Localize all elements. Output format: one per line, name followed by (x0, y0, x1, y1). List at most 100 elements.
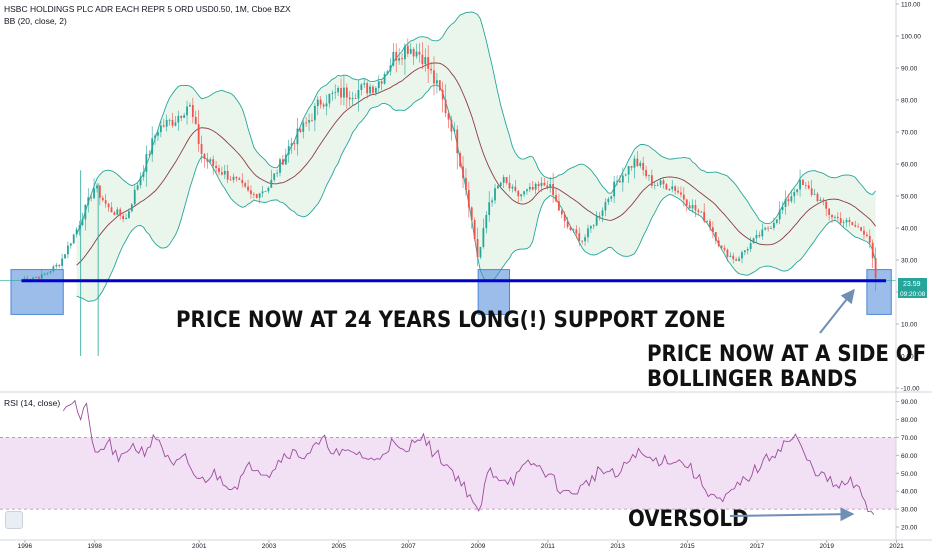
candle-body (427, 57, 430, 69)
candle-body (366, 83, 369, 94)
candle-body (223, 170, 226, 175)
bb-basis (76, 62, 876, 266)
candle-body (497, 185, 499, 189)
price-tick-label: 90.00 (901, 66, 918, 73)
candle-body (729, 255, 732, 257)
rsi-pane (0, 399, 896, 515)
candle-body (334, 92, 337, 94)
candle-body (392, 51, 395, 66)
candle-body (479, 246, 482, 258)
rsi-tick-label: 50.00 (901, 471, 918, 478)
candle-body (706, 221, 708, 222)
candle-body (351, 98, 354, 100)
candle-body (374, 88, 377, 93)
candle-body (520, 194, 523, 197)
candle-body (252, 194, 255, 195)
candle-body (293, 143, 296, 145)
candle-body (584, 237, 586, 242)
tradingview-logo-icon[interactable] (5, 511, 23, 529)
candle-body (653, 185, 656, 186)
candle-body (758, 234, 761, 237)
candle-body (743, 250, 746, 253)
candle-body (386, 71, 389, 74)
price-tick-label: 50.00 (901, 194, 918, 201)
candle-body (40, 274, 43, 279)
candle-body (691, 205, 694, 209)
candle-body (52, 266, 55, 272)
bollinger-arrow (819, 288, 855, 334)
x-tick-label: 2019 (820, 543, 835, 550)
candle-body (552, 184, 555, 196)
candle-body (752, 238, 755, 244)
support-zone-3 (866, 269, 892, 315)
candle-body (438, 80, 441, 91)
candle-body (871, 242, 874, 259)
candle-body (656, 184, 659, 186)
candle-body (104, 200, 107, 204)
candle-body (822, 199, 825, 202)
candle-body (604, 202, 607, 211)
bb-lower-band (76, 84, 877, 302)
candle-body (775, 219, 778, 223)
candle-body (200, 143, 203, 154)
candle-body (81, 219, 84, 226)
price-tick-label: 80.00 (901, 98, 918, 105)
candle-body (662, 180, 665, 185)
price-tick-label: -10.00 (901, 386, 920, 393)
candle-body (575, 229, 578, 234)
last-price-badge (898, 278, 927, 288)
last-price-value: 23.59 (903, 281, 921, 288)
candle-body (700, 211, 703, 213)
candle-body (345, 87, 348, 98)
candle-body (145, 154, 148, 172)
candle-body (787, 199, 790, 202)
candle-body (639, 162, 642, 167)
candle-body (244, 183, 247, 187)
candle-body (261, 191, 264, 194)
candle-body (58, 264, 61, 266)
candle-body (549, 184, 552, 188)
candle-body (398, 58, 401, 61)
candle-body (595, 216, 598, 226)
candle-body (401, 58, 403, 60)
candle-body (703, 211, 706, 222)
candle-body (697, 210, 700, 213)
candle-body (197, 124, 200, 144)
candle-body (319, 99, 322, 105)
candle-body (284, 154, 287, 165)
candle-body (624, 174, 627, 176)
candle-body (642, 162, 645, 171)
candle-body (505, 177, 508, 183)
candle-body (93, 188, 95, 199)
candle-body (453, 129, 456, 132)
candle-body (270, 179, 273, 188)
candle-body (235, 176, 238, 179)
candle-body (723, 247, 726, 250)
candle-body (212, 159, 215, 166)
candle-body (218, 168, 220, 173)
candle-body (598, 215, 601, 217)
x-tick-label: 2001 (192, 543, 207, 550)
countdown-value: 09:20:08 (900, 291, 926, 298)
price-tick-label: 0.00 (901, 354, 914, 361)
candle-body (119, 209, 122, 216)
candle-body (851, 222, 854, 226)
candle-body (133, 189, 136, 205)
candle-body (35, 276, 37, 278)
candle-body (64, 254, 66, 259)
candle-body (380, 81, 383, 84)
candle-body (578, 233, 581, 241)
candle-body (802, 179, 804, 185)
candle-body (46, 272, 49, 274)
candle-body (714, 232, 717, 241)
candle-body (267, 187, 270, 192)
candle-body (441, 90, 444, 100)
candle-body (67, 245, 69, 255)
candle-body (203, 153, 206, 159)
price-tick-label: 110.00 (901, 2, 921, 9)
candle-body (372, 86, 374, 93)
candle-body (139, 176, 142, 186)
candle-body (142, 171, 145, 177)
candle-body (650, 175, 653, 186)
